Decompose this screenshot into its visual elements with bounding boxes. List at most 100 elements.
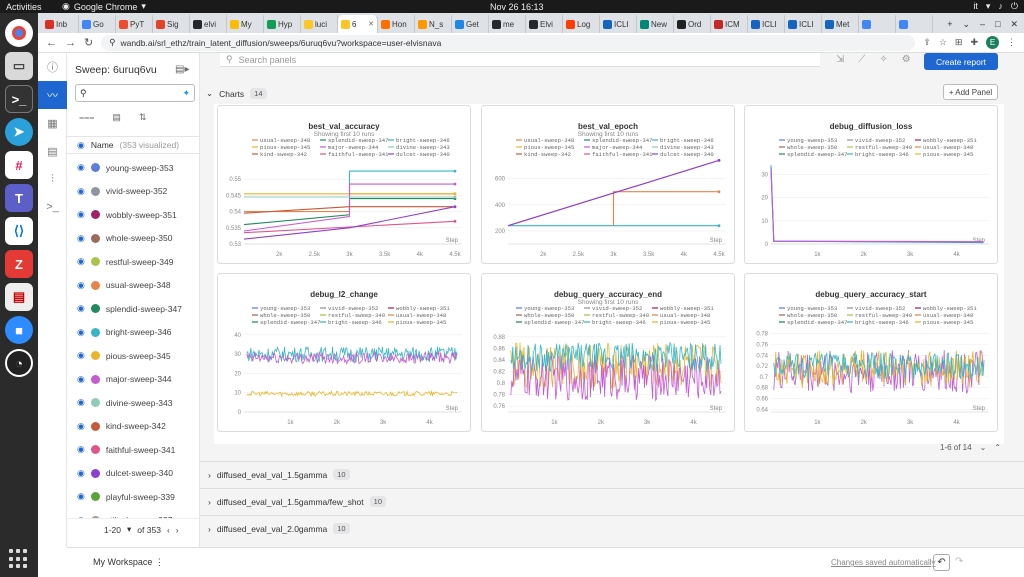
run-row[interactable]: ◉ young-sweep-353 xyxy=(67,156,200,180)
sort-icon[interactable]: ⇅ xyxy=(138,112,147,122)
table-nav-icon[interactable]: ▦ xyxy=(47,117,58,130)
chevron-down-icon[interactable]: ⌄ xyxy=(979,443,987,452)
visibility-eye-icon[interactable]: ◉ xyxy=(77,162,85,173)
chrome-dock-icon[interactable] xyxy=(5,19,33,47)
run-color-dot[interactable] xyxy=(90,280,100,290)
add-panel-button[interactable]: + Add Panel xyxy=(943,84,998,100)
browser-tab[interactable]: Hon xyxy=(378,15,415,33)
browser-tab[interactable]: Log xyxy=(563,15,600,33)
group-icon[interactable]: ▤ xyxy=(112,112,121,122)
visibility-eye-icon[interactable]: ◉ xyxy=(77,444,85,455)
visibility-eye-icon[interactable]: ◉ xyxy=(77,303,85,314)
forward-icon[interactable]: → xyxy=(65,36,76,49)
run-color-dot[interactable] xyxy=(90,186,100,196)
bookmark-icon[interactable]: ☆ xyxy=(938,37,947,47)
browser-tab[interactable] xyxy=(859,15,896,33)
upload-icon[interactable]: ⇲ xyxy=(836,54,845,65)
telegram-dock-icon[interactable]: ➤ xyxy=(5,118,33,146)
panel-layout-icon[interactable]: ⟋ xyxy=(858,54,866,65)
browser-tab[interactable]: me xyxy=(489,15,526,33)
run-row[interactable]: ◉ kind-sweep-342 xyxy=(67,415,200,439)
run-color-dot[interactable] xyxy=(90,304,100,314)
run-color-dot[interactable] xyxy=(90,445,100,455)
visibility-eye-icon[interactable]: ◉ xyxy=(77,491,85,502)
page-size-select[interactable]: 1-20 xyxy=(104,524,122,535)
table-toggle-icon[interactable]: ▤▸ xyxy=(175,64,190,75)
filter-icon[interactable]: ⩶ xyxy=(79,112,95,122)
show-apps-icon[interactable] xyxy=(9,549,29,569)
toggle-all-visibility-icon[interactable]: ◉ xyxy=(77,139,85,150)
run-color-dot[interactable] xyxy=(90,163,100,173)
redo-icon[interactable]: ↷ xyxy=(955,556,964,567)
chevron-up-icon[interactable]: ⌃ xyxy=(994,443,1001,452)
settings-gear-icon[interactable]: ⚙ xyxy=(901,54,911,65)
document-viewer-dock-icon[interactable]: ▤ xyxy=(5,283,33,311)
visibility-eye-icon[interactable]: ◉ xyxy=(77,185,85,196)
extensions-icon[interactable]: ✚ xyxy=(970,37,978,47)
browser-tab[interactable]: ICM xyxy=(711,15,748,33)
profile-avatar[interactable]: E xyxy=(986,36,999,49)
close-tab-icon[interactable]: ✕ xyxy=(368,21,374,28)
undo-icon[interactable]: ↶ xyxy=(933,554,950,571)
run-row[interactable]: ◉ playful-sweep-339 xyxy=(67,485,200,509)
reports-nav-icon[interactable]: ▤ xyxy=(47,145,58,158)
prev-page-icon[interactable]: ‹ xyxy=(166,524,170,535)
run-row[interactable]: ◉ bright-sweep-346 xyxy=(67,321,200,345)
run-row[interactable]: ◉ splendid-sweep-347 xyxy=(67,297,200,321)
run-color-dot[interactable] xyxy=(90,210,100,220)
zoom-dock-icon[interactable]: ■ xyxy=(5,316,33,344)
run-row[interactable]: ◉ usual-sweep-348 xyxy=(67,274,200,298)
run-color-dot[interactable] xyxy=(90,327,100,337)
browser-tab[interactable]: PyT xyxy=(116,15,153,33)
chart-panel[interactable]: best_val_accuracy Showing first 10 runs us… xyxy=(217,105,471,264)
app-menu[interactable]: ◉ Google Chrome ▾ xyxy=(62,1,146,12)
panel-section-header[interactable]: › diffused_eval_val_2.0gamma 10 xyxy=(200,515,1024,541)
code-nav-icon[interactable]: >_ xyxy=(46,201,59,213)
browser-tab[interactable]: luci xyxy=(301,15,338,33)
next-page-icon[interactable]: › xyxy=(175,524,179,535)
sparkles-icon[interactable]: ✧ xyxy=(879,54,888,65)
run-color-dot[interactable] xyxy=(90,398,100,408)
runs-search-input[interactable]: ⚲ ✦ xyxy=(75,84,195,102)
chart-panel[interactable]: best_val_epoch Showing first 10 runs usual… xyxy=(481,105,735,264)
visibility-eye-icon[interactable]: ◉ xyxy=(77,467,85,478)
visibility-eye-icon[interactable]: ◉ xyxy=(77,397,85,408)
translate-icon[interactable]: ⊞ xyxy=(954,37,963,47)
create-report-button[interactable]: Create report xyxy=(924,53,998,70)
panel-search-input[interactable]: ⚲ Search panels xyxy=(220,53,820,67)
browser-tab[interactable]: 6 ✕ xyxy=(338,15,378,33)
chart-panel[interactable]: debug_l2_change young-sweep-353 vivid-swee… xyxy=(217,273,471,432)
new-tab-icon[interactable]: + xyxy=(947,19,953,29)
run-color-dot[interactable] xyxy=(90,257,100,267)
run-row[interactable]: ◉ whole-sweep-350 xyxy=(67,227,200,251)
run-row[interactable]: ◉ dulcet-sweep-340 xyxy=(67,462,200,486)
run-row[interactable]: ◉ divine-sweep-343 xyxy=(67,391,200,415)
terminal-dock-icon[interactable]: >_ xyxy=(5,85,33,113)
run-color-dot[interactable] xyxy=(90,374,100,384)
browser-tab[interactable]: Get xyxy=(452,15,489,33)
run-row[interactable]: ◉ pious-sweep-345 xyxy=(67,344,200,368)
panel-section-header[interactable]: › diffused_eval_val_1.5gamma 10 xyxy=(200,461,1024,487)
browser-tab[interactable]: ICLI xyxy=(748,15,785,33)
browser-tab[interactable]: My xyxy=(227,15,264,33)
slack-dock-icon[interactable]: # xyxy=(5,151,33,179)
browser-tab[interactable]: N_s xyxy=(415,15,452,33)
visibility-eye-icon[interactable]: ◉ xyxy=(77,232,85,243)
workspace-selector[interactable]: My Workspace ⋮ xyxy=(93,557,164,567)
minimize-icon[interactable]: – xyxy=(980,19,986,29)
back-icon[interactable]: ← xyxy=(46,36,57,49)
run-color-dot[interactable] xyxy=(90,233,100,243)
chart-panel[interactable]: debug_query_accuracy_end Showing first 10… xyxy=(481,273,735,432)
run-row[interactable]: ◉ faithful-sweep-341 xyxy=(67,438,200,462)
clock[interactable]: Nov 26 16:13 xyxy=(490,1,544,12)
browser-tab[interactable]: Inb xyxy=(42,15,79,33)
browser-tab[interactable]: Elvi xyxy=(526,15,563,33)
system-tray[interactable]: it ▾ ♪ ⏻ xyxy=(973,1,1018,12)
run-color-dot[interactable] xyxy=(90,421,100,431)
run-row[interactable]: ◉ wobbly-sweep-351 xyxy=(67,203,200,227)
visibility-eye-icon[interactable]: ◉ xyxy=(77,279,85,290)
zotero-dock-icon[interactable]: Z xyxy=(5,250,33,278)
charts-nav-icon[interactable]: 〰 xyxy=(38,81,67,109)
regex-toggle-icon[interactable]: ✦ xyxy=(182,87,190,98)
visibility-eye-icon[interactable]: ◉ xyxy=(77,350,85,361)
